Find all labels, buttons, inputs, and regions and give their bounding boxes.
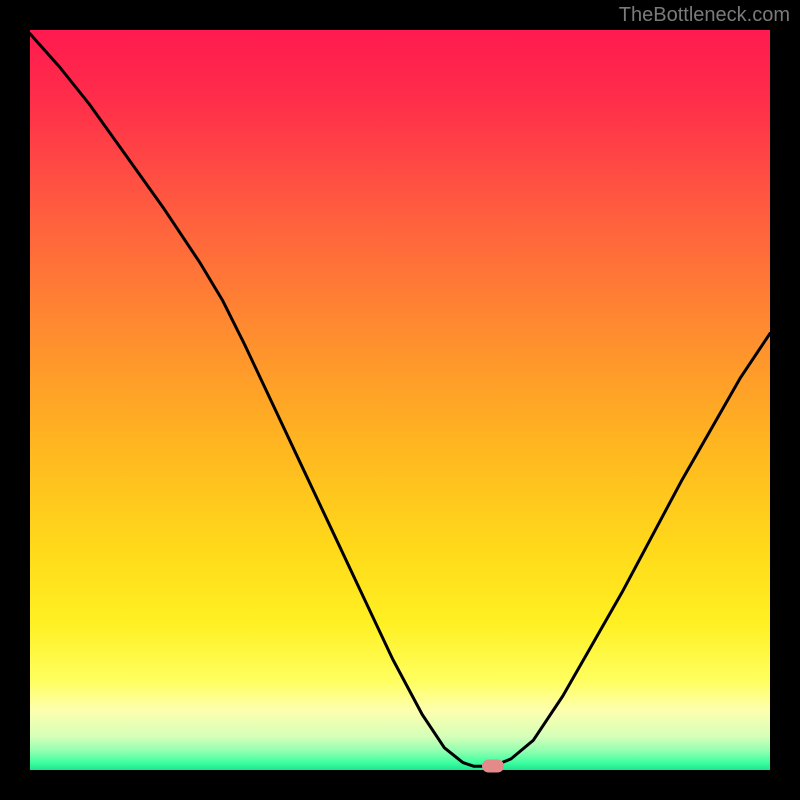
watermark-text: TheBottleneck.com xyxy=(619,4,790,27)
bottleneck-curve xyxy=(30,30,770,770)
curve-path xyxy=(30,34,770,767)
plot-area xyxy=(30,30,770,770)
optimal-point-marker xyxy=(482,760,504,773)
